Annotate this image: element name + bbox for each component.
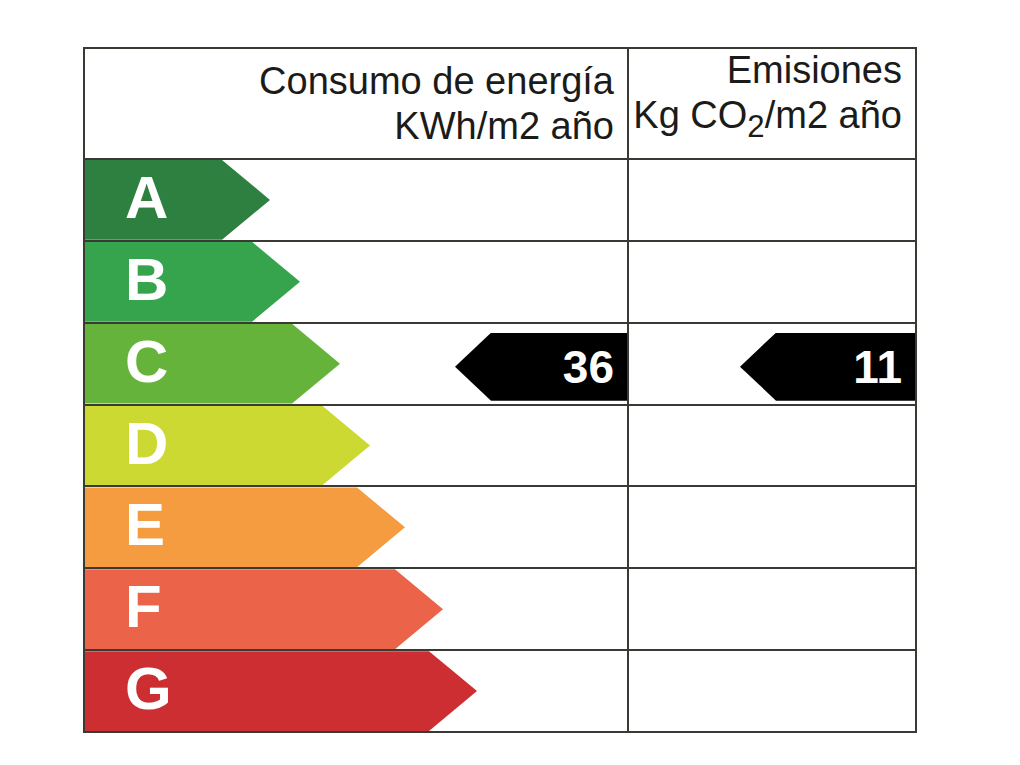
consumption-cell-b: B [85, 242, 627, 322]
consumption-header-line1: Consumo de energía [259, 59, 614, 104]
rating-row-f: F [85, 567, 915, 649]
rating-table: Consumo de energía KWh/m2 año Emisiones … [83, 47, 917, 733]
energy-certificate-label: Consumo de energía KWh/m2 año Emisiones … [0, 0, 1020, 765]
table-header-row: Consumo de energía KWh/m2 año Emisiones … [85, 49, 915, 158]
rating-row-c: C 36 11 [85, 322, 915, 404]
emissions-cell-c: 11 [627, 324, 915, 404]
emissions-value-marker: 11 [740, 333, 915, 401]
rating-arrow-c: C [85, 324, 340, 404]
rating-row-e: E [85, 485, 915, 567]
emissions-cell-g [627, 651, 915, 731]
rating-letter-d: D [85, 414, 168, 474]
rating-row-a: A [85, 158, 915, 240]
emissions-cell-d [627, 406, 915, 486]
emissions-cell-a [627, 160, 915, 240]
rating-row-d: D [85, 404, 915, 486]
consumption-cell-a: A [85, 160, 627, 240]
rating-letter-f: F [85, 577, 162, 637]
emissions-column-header: Emisiones Kg CO2/m2 año [627, 49, 915, 158]
consumption-cell-c: C 36 [85, 324, 627, 404]
rating-arrow-f: F [85, 569, 443, 649]
emissions-cell-f [627, 569, 915, 649]
emissions-cell-e [627, 487, 915, 567]
consumption-cell-d: D [85, 406, 627, 486]
rating-arrow-b: B [85, 242, 300, 322]
emissions-header-line2: Kg CO2/m2 año [633, 93, 902, 149]
consumption-header-line2: KWh/m2 año [394, 104, 614, 149]
rating-arrow-g: G [85, 651, 477, 731]
rating-arrow-a: A [85, 160, 270, 240]
rating-row-g: G [85, 649, 915, 731]
rating-letter-e: E [85, 495, 165, 555]
consumption-column-header: Consumo de energía KWh/m2 año [85, 49, 627, 158]
rating-arrow-d: D [85, 406, 370, 486]
rating-letter-a: A [85, 168, 168, 228]
emissions-cell-b [627, 242, 915, 322]
consumption-cell-g: G [85, 651, 627, 731]
emissions-header-line1: Emisiones [727, 48, 902, 93]
rating-arrow-e: E [85, 487, 405, 567]
consumption-cell-f: F [85, 569, 627, 649]
co2-subscript: 2 [747, 109, 764, 144]
rating-row-b: B [85, 240, 915, 322]
consumption-value: 36 [563, 344, 627, 390]
rating-letter-b: B [85, 250, 168, 310]
rating-letter-g: G [85, 659, 172, 719]
consumption-cell-e: E [85, 487, 627, 567]
consumption-value-marker: 36 [455, 333, 627, 401]
rating-letter-c: C [85, 332, 168, 392]
emissions-value: 11 [853, 344, 915, 390]
